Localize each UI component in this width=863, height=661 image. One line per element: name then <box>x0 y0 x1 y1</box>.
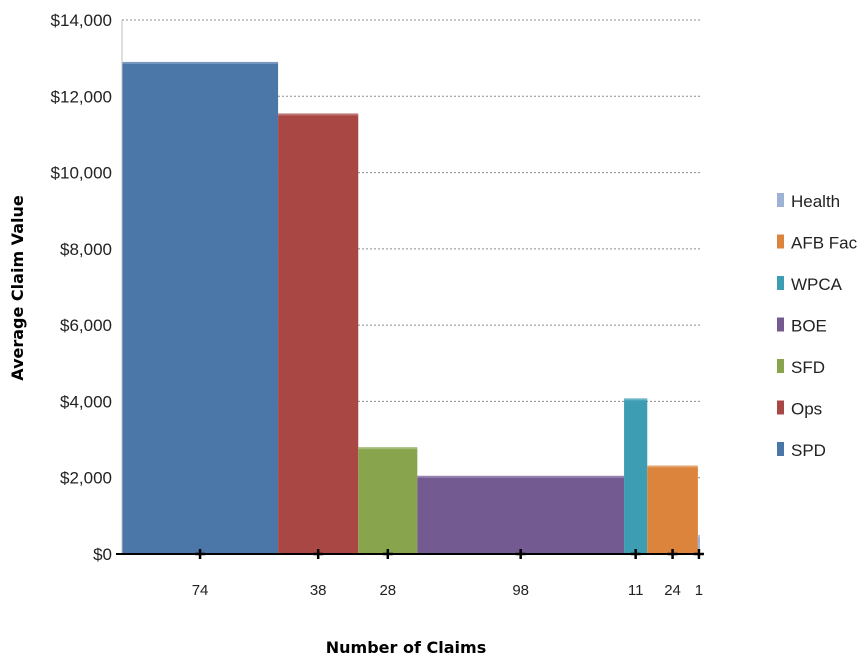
bars <box>122 61 700 554</box>
y-tick-label: $14,000 <box>51 11 112 30</box>
y-axis-title: Average Claim Value <box>8 195 27 381</box>
y-tick-label: $0 <box>93 545 112 564</box>
bar-highlight <box>278 113 359 116</box>
legend-swatch <box>777 193 784 207</box>
bar-afb-fac <box>647 465 698 554</box>
legend-swatch <box>777 276 784 290</box>
bar-ops <box>278 113 359 554</box>
bar-highlight <box>647 465 698 468</box>
legend-label: BOE <box>791 317 827 336</box>
y-tick-label: $8,000 <box>60 240 112 259</box>
x-tick-label: 74 <box>192 582 209 599</box>
bar-highlight <box>358 447 418 450</box>
legend-label: AFB Fac <box>791 234 858 253</box>
bar-health <box>697 534 700 554</box>
y-tick-label: $12,000 <box>51 87 112 106</box>
x-axis-title: Number of Claims <box>326 638 486 657</box>
bar-highlight <box>122 61 279 64</box>
x-tick-labels: 74 38 28 98 11 24 1 <box>192 582 703 599</box>
y-tick-labels: $0 $2,000 $4,000 $6,000 $8,000 $10,000 $12,000… <box>51 11 112 564</box>
y-tick-label: $4,000 <box>60 392 112 411</box>
bar-spd <box>122 61 279 554</box>
legend-label: WPCA <box>791 275 843 294</box>
legend-swatch <box>777 317 784 332</box>
bar-boe <box>417 475 625 554</box>
legend-label: SFD <box>791 358 825 377</box>
bar-wpca <box>624 398 648 554</box>
x-tick-label: 98 <box>512 582 529 599</box>
x-tick-label: 24 <box>664 582 681 599</box>
legend-swatch <box>777 234 784 249</box>
x-tick-label: 1 <box>695 582 703 599</box>
bar-highlight <box>417 475 625 478</box>
x-tick-label: 11 <box>628 582 644 599</box>
legend-label: SPD <box>791 441 826 460</box>
y-tick-label: $2,000 <box>60 469 112 488</box>
bar-highlight <box>624 398 648 401</box>
legend-swatch <box>777 400 784 415</box>
legend-label: Health <box>791 192 840 211</box>
bar-highlight <box>697 534 700 537</box>
axes <box>116 20 704 559</box>
y-tick-label: $6,000 <box>60 316 112 335</box>
x-tick-label: 38 <box>310 582 327 599</box>
legend: Health AFB Fac WPCA BOE SFD Ops SPD <box>777 192 858 460</box>
x-tick-label: 28 <box>379 582 396 599</box>
legend-swatch <box>777 442 784 456</box>
y-tick-label: $10,000 <box>51 164 112 183</box>
bar-sfd <box>358 447 418 554</box>
legend-swatch <box>777 359 784 373</box>
legend-label: Ops <box>791 400 822 419</box>
